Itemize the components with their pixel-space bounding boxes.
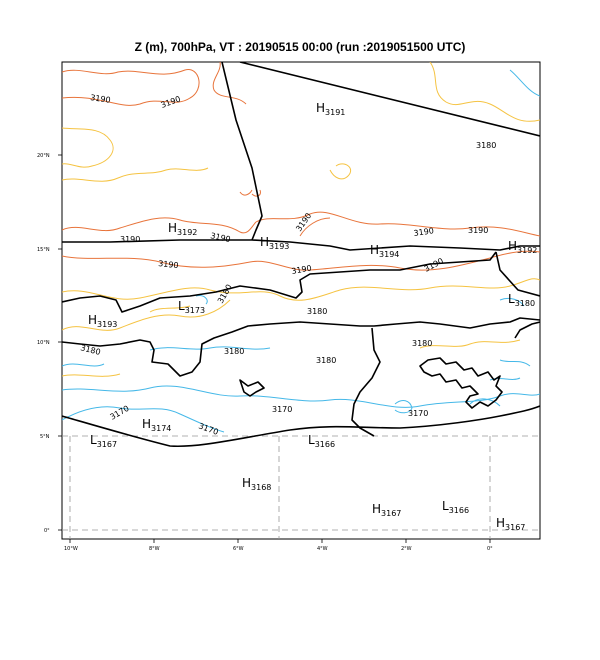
lon-tick-label: 6°W: [233, 546, 244, 552]
lat-tick-label: 10°N: [37, 340, 50, 346]
contour-label-3180-f: 3180: [316, 356, 336, 365]
pressure-center: H3174: [142, 417, 171, 433]
contour-label-3190-i: 3190: [291, 264, 313, 276]
pressure-center: L3180: [508, 292, 535, 308]
contour-label-3190-g: 3190: [468, 226, 488, 235]
lat-tick-label: 15°N: [37, 247, 50, 253]
contours-3170: [62, 69, 540, 433]
contour-label-3170-c: 3170: [272, 405, 292, 414]
lon-tick-label: 4°W: [317, 546, 328, 552]
pressure-center: H3193: [260, 235, 289, 251]
contour-label-3170-d: 3170: [408, 409, 428, 418]
contour-label-3190-h: 3190: [158, 259, 179, 270]
lon-tick-label: 8°W: [149, 546, 160, 552]
lon-tick-label: 2°W: [401, 546, 412, 552]
lat-tick-label: 0°: [44, 528, 50, 534]
contour-label-3190-f: 3190: [413, 226, 434, 238]
contour-label-3180-c: 3180: [307, 307, 327, 316]
lat-tick-label: 20°N: [37, 153, 50, 159]
pressure-center: H3192: [168, 221, 197, 237]
lat-tick-label: 5°N: [40, 434, 50, 440]
lon-axis: [69, 539, 491, 543]
map-title: Z (m), 700hPa, VT : 20190515 00:00 (run …: [134, 40, 466, 54]
pressure-center: L3166: [308, 433, 335, 449]
pressure-center: H3168: [242, 476, 271, 492]
pressure-center: H3191: [316, 101, 345, 117]
pressure-centers: H3191 H3192 H3193 H3194 H3192 L3180 L317…: [88, 101, 537, 532]
graticule: [62, 435, 540, 539]
contours-3190: [62, 62, 540, 271]
pressure-center: H3193: [88, 313, 117, 329]
pressure-center: H3192: [508, 239, 537, 255]
pressure-center: L3173: [178, 299, 205, 315]
pressure-center: L3166: [442, 499, 469, 515]
lat-axis: [58, 154, 62, 531]
lon-tick-label: 0°: [487, 546, 493, 552]
contour-label-3180-a: 3180: [476, 141, 496, 150]
pressure-center: H3167: [496, 516, 525, 532]
pressure-center: H3167: [372, 502, 401, 518]
contour-labels: 3190 3190 3190 3190 3190 3190 3190 3190 …: [80, 93, 497, 437]
contour-label-3180-e: 3180: [224, 347, 244, 356]
contour-label-3190-a: 3190: [90, 93, 111, 105]
national-borders: [62, 62, 540, 448]
contour-label-3190-c: 3190: [120, 235, 140, 244]
contour-label-3180-g: 3180: [412, 339, 432, 348]
contours-3180: [62, 62, 540, 377]
pressure-center: L3167: [90, 433, 117, 449]
contour-label-3190-d: 3190: [210, 231, 232, 244]
lon-tick-label: 10°W: [64, 546, 78, 552]
pressure-center: H3194: [370, 243, 399, 259]
